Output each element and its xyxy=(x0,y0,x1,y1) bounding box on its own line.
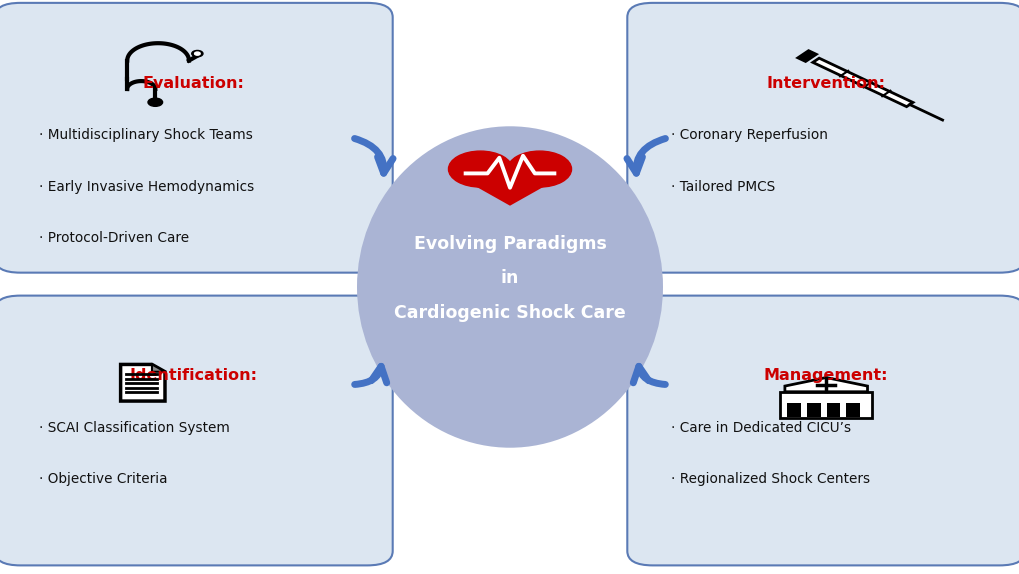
FancyBboxPatch shape xyxy=(825,403,840,410)
Text: · Early Invasive Hemodynamics: · Early Invasive Hemodynamics xyxy=(39,180,254,193)
Text: in: in xyxy=(500,269,519,288)
FancyBboxPatch shape xyxy=(846,403,859,410)
FancyBboxPatch shape xyxy=(0,296,392,565)
FancyBboxPatch shape xyxy=(0,3,392,273)
FancyBboxPatch shape xyxy=(846,410,859,417)
Circle shape xyxy=(192,51,203,57)
FancyBboxPatch shape xyxy=(806,410,820,417)
Text: · Coronary Reperfusion: · Coronary Reperfusion xyxy=(671,128,827,142)
Polygon shape xyxy=(448,171,571,205)
FancyBboxPatch shape xyxy=(787,403,801,410)
FancyBboxPatch shape xyxy=(627,296,1019,565)
Circle shape xyxy=(448,151,512,187)
FancyBboxPatch shape xyxy=(627,3,1019,273)
Text: Evaluation:: Evaluation: xyxy=(143,76,245,91)
Text: · Tailored PMCS: · Tailored PMCS xyxy=(671,180,774,193)
Polygon shape xyxy=(120,364,165,401)
Text: · Regionalized Shock Centers: · Regionalized Shock Centers xyxy=(671,472,869,486)
Circle shape xyxy=(195,52,200,55)
Text: Cardiogenic Shock Care: Cardiogenic Shock Care xyxy=(393,304,626,322)
Circle shape xyxy=(507,151,571,187)
Text: Management:: Management: xyxy=(763,369,888,383)
Text: · SCAI Classification System: · SCAI Classification System xyxy=(39,421,229,435)
Polygon shape xyxy=(812,58,912,107)
Polygon shape xyxy=(797,51,816,62)
Text: Identification:: Identification: xyxy=(129,369,258,383)
Text: · Care in Dedicated CICU’s: · Care in Dedicated CICU’s xyxy=(671,421,851,435)
FancyBboxPatch shape xyxy=(787,410,801,417)
Text: · Protocol-Driven Care: · Protocol-Driven Care xyxy=(39,231,189,245)
Ellipse shape xyxy=(357,126,662,448)
Polygon shape xyxy=(785,378,867,391)
Circle shape xyxy=(148,98,162,106)
Text: Evolving Paradigms: Evolving Paradigms xyxy=(413,235,606,253)
Polygon shape xyxy=(780,391,871,418)
Text: Intervention:: Intervention: xyxy=(766,76,884,91)
Text: · Multidisciplinary Shock Teams: · Multidisciplinary Shock Teams xyxy=(39,128,253,142)
Polygon shape xyxy=(152,364,165,372)
FancyBboxPatch shape xyxy=(825,410,840,417)
Text: · Objective Criteria: · Objective Criteria xyxy=(39,472,167,486)
FancyBboxPatch shape xyxy=(806,403,820,410)
